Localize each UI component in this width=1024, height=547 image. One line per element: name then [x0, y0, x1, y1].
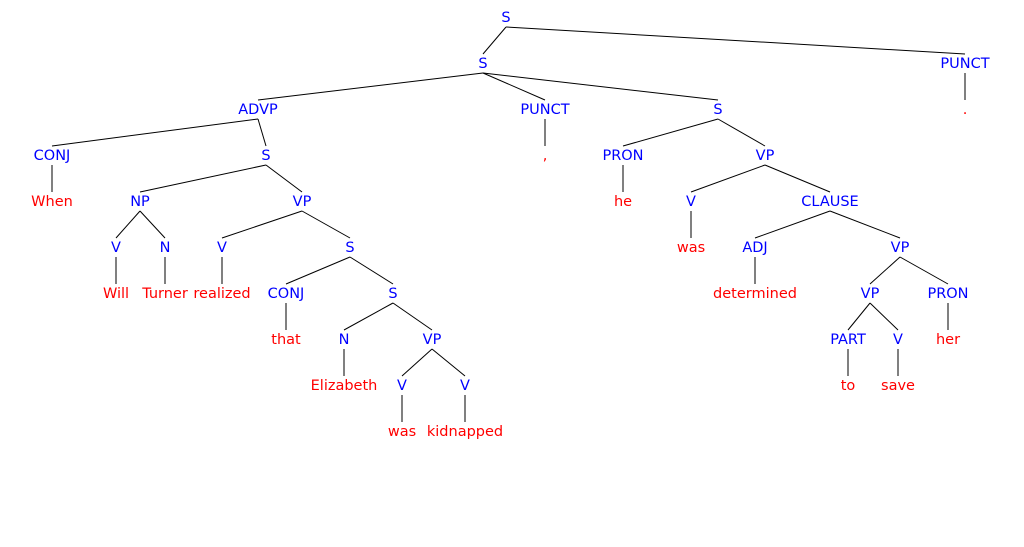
- tree-edge: [755, 211, 830, 238]
- node-nonterminal: PRON: [927, 286, 968, 302]
- node-nonterminal: PUNCT: [520, 102, 569, 118]
- tree-edge: [258, 119, 266, 146]
- tree-edge: [765, 165, 830, 192]
- node-nonterminal: V: [217, 240, 227, 256]
- node-nonterminal: S: [713, 102, 722, 118]
- tree-edge: [302, 211, 350, 238]
- tree-edge: [116, 211, 140, 238]
- tree-edge: [900, 257, 948, 284]
- tree-edge: [830, 211, 900, 238]
- node-terminal: her: [936, 332, 960, 348]
- tree-edge: [870, 303, 898, 330]
- node-terminal: ,: [543, 148, 548, 164]
- node-terminal: When: [31, 194, 73, 210]
- node-nonterminal: S: [501, 10, 510, 26]
- node-nonterminal: PUNCT: [940, 56, 989, 72]
- node-nonterminal: PART: [830, 332, 866, 348]
- node-nonterminal: VP: [756, 148, 775, 164]
- tree-edge: [266, 165, 302, 192]
- tree-edge: [140, 165, 266, 192]
- node-nonterminal: ADVP: [238, 102, 278, 118]
- node-nonterminal: S: [388, 286, 397, 302]
- node-terminal: that: [271, 332, 301, 348]
- node-nonterminal: S: [345, 240, 354, 256]
- tree-edge: [286, 257, 350, 284]
- node-nonterminal: N: [160, 240, 171, 256]
- node-nonterminal: S: [261, 148, 270, 164]
- node-terminal: Will: [103, 286, 129, 302]
- tree-edge: [258, 73, 483, 100]
- node-nonterminal: PRON: [602, 148, 643, 164]
- tree-edge: [350, 257, 393, 284]
- node-terminal: realized: [193, 286, 250, 302]
- node-terminal: Elizabeth: [311, 378, 378, 394]
- node-terminal: save: [881, 378, 915, 394]
- tree-edge: [483, 27, 506, 54]
- tree-edge: [691, 165, 765, 192]
- node-terminal: he: [614, 194, 632, 210]
- node-nonterminal: V: [397, 378, 407, 394]
- parse-tree: S S PUNCT ADVP PUNCT S. CONJ S, PRON VP When NP VP he…: [0, 0, 1024, 547]
- tree-edge: [870, 257, 900, 284]
- node-nonterminal: V: [686, 194, 696, 210]
- node-nonterminal: ADJ: [742, 240, 767, 256]
- node-nonterminal: VP: [293, 194, 312, 210]
- tree-edge: [506, 27, 965, 54]
- node-terminal: kidnapped: [427, 424, 503, 440]
- tree-nodes: S S PUNCT ADVP PUNCT S. CONJ S, PRON VP When NP VP he…: [31, 10, 990, 440]
- node-nonterminal: CONJ: [34, 148, 71, 164]
- node-nonterminal: S: [478, 56, 487, 72]
- node-nonterminal: VP: [891, 240, 910, 256]
- node-nonterminal: N: [339, 332, 350, 348]
- node-terminal: was: [388, 424, 416, 440]
- tree-edge: [393, 303, 432, 330]
- tree-edge: [483, 73, 718, 100]
- node-nonterminal: V: [893, 332, 903, 348]
- node-nonterminal: VP: [861, 286, 880, 302]
- tree-edge: [432, 349, 465, 376]
- node-nonterminal: CONJ: [268, 286, 305, 302]
- tree-edge: [222, 211, 302, 238]
- tree-edge: [140, 211, 165, 238]
- tree-edge: [848, 303, 870, 330]
- node-nonterminal: V: [111, 240, 121, 256]
- node-nonterminal: V: [460, 378, 470, 394]
- node-nonterminal: CLAUSE: [801, 194, 858, 210]
- tree-edge: [402, 349, 432, 376]
- node-terminal: to: [841, 378, 856, 394]
- node-terminal: .: [963, 102, 968, 118]
- tree-edge: [344, 303, 393, 330]
- node-terminal: was: [677, 240, 705, 256]
- node-terminal: determined: [713, 286, 797, 302]
- tree-edges: [52, 27, 965, 422]
- tree-edge: [718, 119, 765, 146]
- node-terminal: Turner: [141, 286, 188, 302]
- node-nonterminal: NP: [130, 194, 150, 210]
- node-nonterminal: VP: [423, 332, 442, 348]
- tree-edge: [52, 119, 258, 146]
- tree-edge: [623, 119, 718, 146]
